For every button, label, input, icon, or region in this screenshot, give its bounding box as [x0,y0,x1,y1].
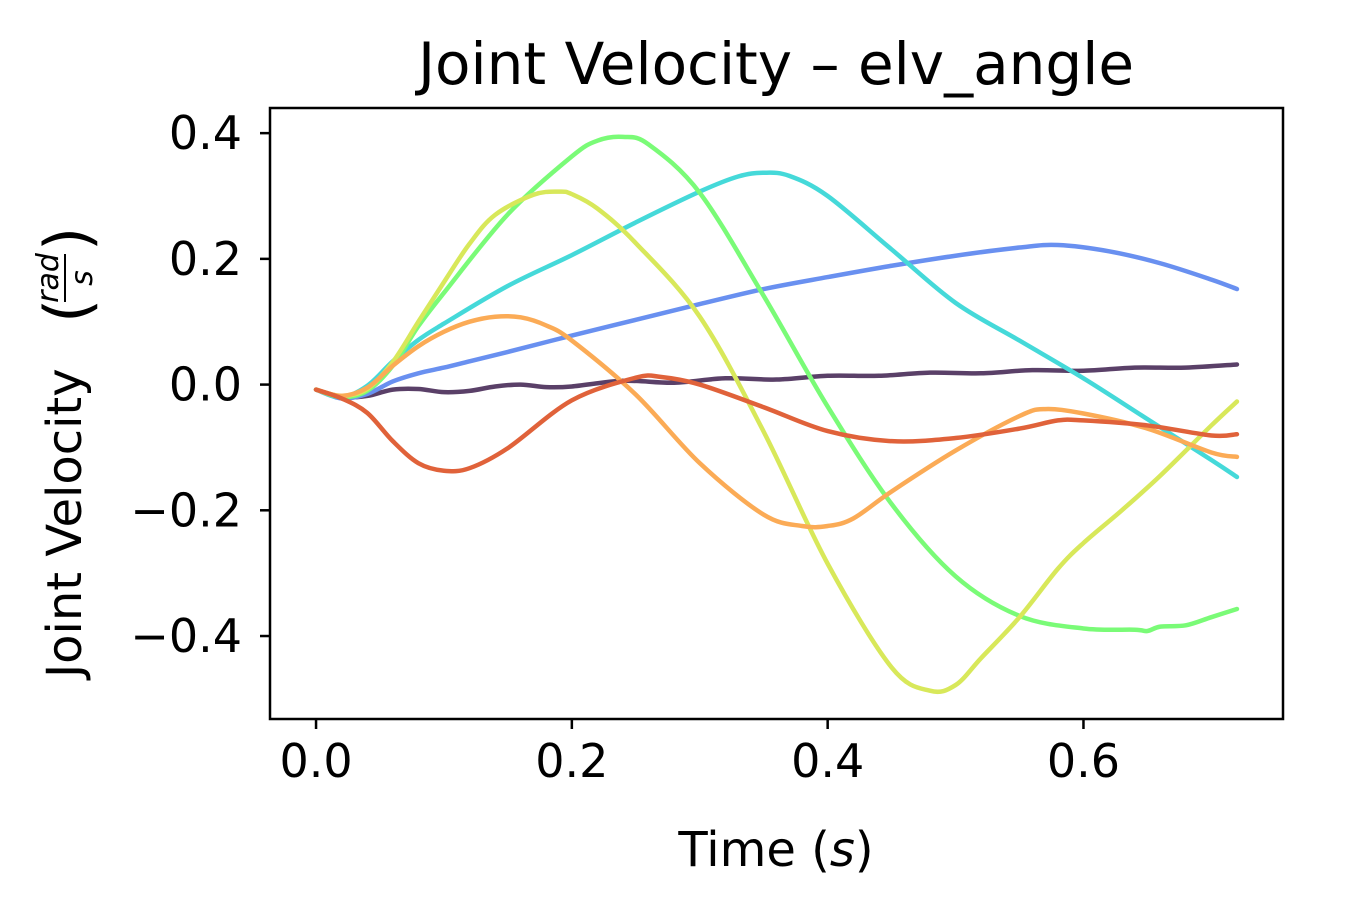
series-line-6 [313,313,1240,530]
y-axis: 0.4 0.2 0.0 −0.2 −0.4 [130,106,270,663]
y-axis-label-unit-denominator: s [65,270,100,286]
y-axis-label-unit-numerator: rad [31,252,66,303]
series-line-4 [313,134,1240,634]
series-line-2 [313,242,1240,401]
series-line-3 [313,170,1240,480]
x-tick-label: 0.2 [535,734,608,788]
x-axis-label-close-paren: ) [855,822,874,878]
x-tick-label: 0.4 [791,734,864,788]
y-tick-label: 0.2 [169,232,242,286]
series-line-1 [313,362,1240,400]
series-line-5 [313,189,1240,695]
y-axis-label: Joint Velocity ( rad s ) [31,227,104,681]
x-axis-label: Time (s) [677,822,873,878]
series-layer [313,134,1240,695]
x-tick-label: 0.0 [279,734,352,788]
y-axis-label-text: Joint Velocity [37,368,93,681]
y-axis-label-close-paren: ) [31,227,104,251]
series-line-7 [313,373,1240,474]
chart-title: Joint Velocity – elv_angle [415,30,1134,98]
x-axis: 0.0 0.2 0.4 0.6 [279,719,1120,788]
y-tick-label: −0.2 [130,483,242,537]
y-axis-label-open-paren: ( [31,299,104,323]
plot-frame [268,106,1285,721]
x-axis-label-unit: s [830,822,855,878]
x-axis-label-text: Time [677,822,811,878]
y-tick-label: −0.4 [130,609,242,663]
y-tick-label: 0.4 [169,106,242,160]
y-tick-label: 0.0 [169,358,242,412]
x-axis-label-open-paren: ( [811,822,830,878]
x-tick-label: 0.6 [1047,734,1120,788]
